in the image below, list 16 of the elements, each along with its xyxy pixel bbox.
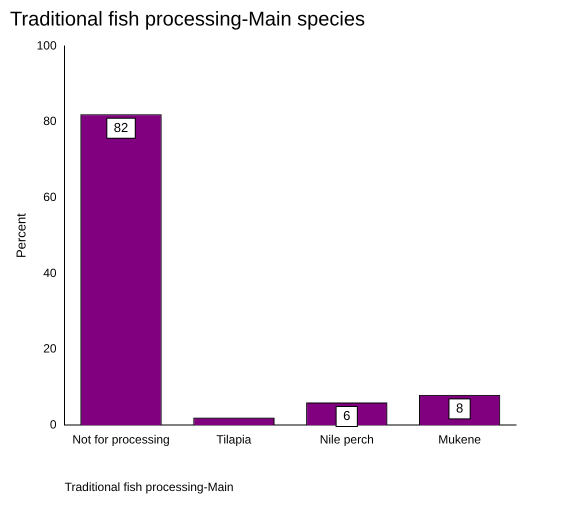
x-tick-label: Nile perch [320,432,374,447]
x-tick-label: Not for processing [72,432,170,447]
data-label: 8 [456,400,464,416]
chart-title: Traditional fish processing-Main species [10,8,365,31]
data-label: 82 [114,120,128,135]
x-tick-label: Tilapia [216,432,252,447]
data-label: 6 [343,408,350,424]
x-tick-label: Mukene [438,432,482,447]
y-tick-label: 100 [36,38,57,52]
y-tick-label: 60 [43,190,57,204]
x-axis-title: Traditional fish processing-Main [64,480,234,494]
y-tick-label: 80 [43,114,57,128]
y-tick-label: 40 [43,266,57,280]
y-tick-label: 20 [43,342,57,356]
y-axis-title: Percent [13,212,28,258]
y-tick-label: 0 [50,418,57,432]
